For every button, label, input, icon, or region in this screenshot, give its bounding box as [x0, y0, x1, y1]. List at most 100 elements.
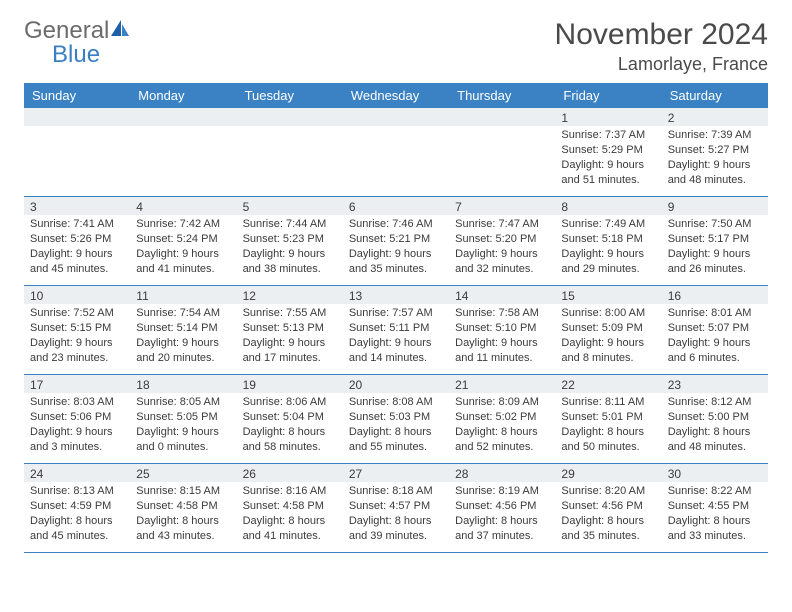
- day-cell: [130, 108, 236, 196]
- day-line: Sunset: 4:56 PM: [561, 499, 655, 514]
- day-cell: [449, 108, 555, 196]
- day-line: and 33 minutes.: [668, 529, 762, 544]
- day-body: Sunrise: 8:12 AMSunset: 5:00 PMDaylight:…: [662, 393, 768, 458]
- day-line: Sunrise: 8:11 AM: [561, 395, 655, 410]
- day-number: 2: [662, 108, 768, 126]
- day-line: Sunrise: 7:58 AM: [455, 306, 549, 321]
- day-line: Daylight: 8 hours: [349, 514, 443, 529]
- day-body: Sunrise: 8:18 AMSunset: 4:57 PMDaylight:…: [343, 482, 449, 547]
- day-body: [343, 126, 449, 132]
- day-body: Sunrise: 8:11 AMSunset: 5:01 PMDaylight:…: [555, 393, 661, 458]
- day-body: Sunrise: 8:16 AMSunset: 4:58 PMDaylight:…: [237, 482, 343, 547]
- day-cell: 2Sunrise: 7:39 AMSunset: 5:27 PMDaylight…: [662, 108, 768, 196]
- day-body: Sunrise: 8:08 AMSunset: 5:03 PMDaylight:…: [343, 393, 449, 458]
- day-line: Sunrise: 7:50 AM: [668, 217, 762, 232]
- header: General Blue November 2024 Lamorlaye, Fr…: [24, 18, 768, 75]
- day-line: Sunrise: 8:22 AM: [668, 484, 762, 499]
- day-line: Daylight: 8 hours: [349, 425, 443, 440]
- day-line: Sunrise: 7:49 AM: [561, 217, 655, 232]
- day-line: Sunrise: 8:13 AM: [30, 484, 124, 499]
- month-title: November 2024: [555, 18, 768, 52]
- location: Lamorlaye, France: [555, 54, 768, 75]
- day-line: Sunset: 5:09 PM: [561, 321, 655, 336]
- day-line: and 3 minutes.: [30, 440, 124, 455]
- day-cell: 9Sunrise: 7:50 AMSunset: 5:17 PMDaylight…: [662, 197, 768, 285]
- day-line: Sunset: 5:01 PM: [561, 410, 655, 425]
- day-number: 13: [343, 286, 449, 304]
- day-line: and 48 minutes.: [668, 440, 762, 455]
- day-header-row: Sunday Monday Tuesday Wednesday Thursday…: [24, 83, 768, 108]
- day-number: 14: [449, 286, 555, 304]
- day-cell: 13Sunrise: 7:57 AMSunset: 5:11 PMDayligh…: [343, 286, 449, 374]
- day-line: Daylight: 9 hours: [243, 336, 337, 351]
- day-body: Sunrise: 7:55 AMSunset: 5:13 PMDaylight:…: [237, 304, 343, 369]
- day-line: Sunrise: 7:39 AM: [668, 128, 762, 143]
- day-line: Sunrise: 7:41 AM: [30, 217, 124, 232]
- day-number: 22: [555, 375, 661, 393]
- day-body: Sunrise: 8:01 AMSunset: 5:07 PMDaylight:…: [662, 304, 768, 369]
- day-number: 23: [662, 375, 768, 393]
- day-line: and 52 minutes.: [455, 440, 549, 455]
- day-cell: 25Sunrise: 8:15 AMSunset: 4:58 PMDayligh…: [130, 464, 236, 552]
- brand-word1: General: [24, 17, 109, 44]
- day-line: Sunrise: 7:37 AM: [561, 128, 655, 143]
- day-number: 26: [237, 464, 343, 482]
- day-body: Sunrise: 7:46 AMSunset: 5:21 PMDaylight:…: [343, 215, 449, 280]
- day-body: Sunrise: 8:22 AMSunset: 4:55 PMDaylight:…: [662, 482, 768, 547]
- day-cell: 30Sunrise: 8:22 AMSunset: 4:55 PMDayligh…: [662, 464, 768, 552]
- day-number: [237, 108, 343, 126]
- brand-logo: General Blue: [24, 18, 131, 67]
- day-line: Sunset: 5:13 PM: [243, 321, 337, 336]
- day-line: Daylight: 9 hours: [30, 425, 124, 440]
- day-line: Daylight: 9 hours: [30, 336, 124, 351]
- day-cell: 7Sunrise: 7:47 AMSunset: 5:20 PMDaylight…: [449, 197, 555, 285]
- day-number: 5: [237, 197, 343, 215]
- day-line: Daylight: 9 hours: [136, 336, 230, 351]
- day-number: [343, 108, 449, 126]
- day-line: Sunset: 4:58 PM: [243, 499, 337, 514]
- day-line: Daylight: 8 hours: [243, 425, 337, 440]
- day-number: [24, 108, 130, 126]
- day-line: Sunset: 5:29 PM: [561, 143, 655, 158]
- day-body: [449, 126, 555, 132]
- day-header-mon: Monday: [130, 83, 236, 108]
- day-number: 20: [343, 375, 449, 393]
- day-line: Sunrise: 8:16 AM: [243, 484, 337, 499]
- day-line: Daylight: 9 hours: [30, 247, 124, 262]
- day-number: 4: [130, 197, 236, 215]
- day-cell: 22Sunrise: 8:11 AMSunset: 5:01 PMDayligh…: [555, 375, 661, 463]
- day-number: 29: [555, 464, 661, 482]
- day-number: 12: [237, 286, 343, 304]
- day-line: Daylight: 9 hours: [561, 247, 655, 262]
- day-header-wed: Wednesday: [343, 83, 449, 108]
- day-number: 3: [24, 197, 130, 215]
- week-row: 10Sunrise: 7:52 AMSunset: 5:15 PMDayligh…: [24, 286, 768, 375]
- day-number: 25: [130, 464, 236, 482]
- week-row: 17Sunrise: 8:03 AMSunset: 5:06 PMDayligh…: [24, 375, 768, 464]
- day-line: Sunrise: 8:05 AM: [136, 395, 230, 410]
- week-row: 3Sunrise: 7:41 AMSunset: 5:26 PMDaylight…: [24, 197, 768, 286]
- day-cell: 1Sunrise: 7:37 AMSunset: 5:29 PMDaylight…: [555, 108, 661, 196]
- day-body: Sunrise: 8:06 AMSunset: 5:04 PMDaylight:…: [237, 393, 343, 458]
- day-line: Sunset: 5:26 PM: [30, 232, 124, 247]
- day-cell: [237, 108, 343, 196]
- day-cell: 8Sunrise: 7:49 AMSunset: 5:18 PMDaylight…: [555, 197, 661, 285]
- day-cell: 3 Sunrise: 7:41 AMSunset: 5:26 PMDaylight…: [24, 197, 130, 285]
- day-number: 6: [343, 197, 449, 215]
- day-cell: 27Sunrise: 8:18 AMSunset: 4:57 PMDayligh…: [343, 464, 449, 552]
- day-line: Daylight: 8 hours: [668, 514, 762, 529]
- day-body: [237, 126, 343, 132]
- day-line: Sunrise: 8:06 AM: [243, 395, 337, 410]
- day-cell: 5Sunrise: 7:44 AMSunset: 5:23 PMDaylight…: [237, 197, 343, 285]
- day-line: Sunrise: 8:19 AM: [455, 484, 549, 499]
- day-line: and 26 minutes.: [668, 262, 762, 277]
- day-header-sun: Sunday: [24, 83, 130, 108]
- day-cell: 19Sunrise: 8:06 AMSunset: 5:04 PMDayligh…: [237, 375, 343, 463]
- day-line: and 23 minutes.: [30, 351, 124, 366]
- day-line: and 48 minutes.: [668, 173, 762, 188]
- day-cell: 14Sunrise: 7:58 AMSunset: 5:10 PMDayligh…: [449, 286, 555, 374]
- day-number: 28: [449, 464, 555, 482]
- day-line: Daylight: 9 hours: [136, 247, 230, 262]
- day-line: and 43 minutes.: [136, 529, 230, 544]
- day-cell: 15Sunrise: 8:00 AMSunset: 5:09 PMDayligh…: [555, 286, 661, 374]
